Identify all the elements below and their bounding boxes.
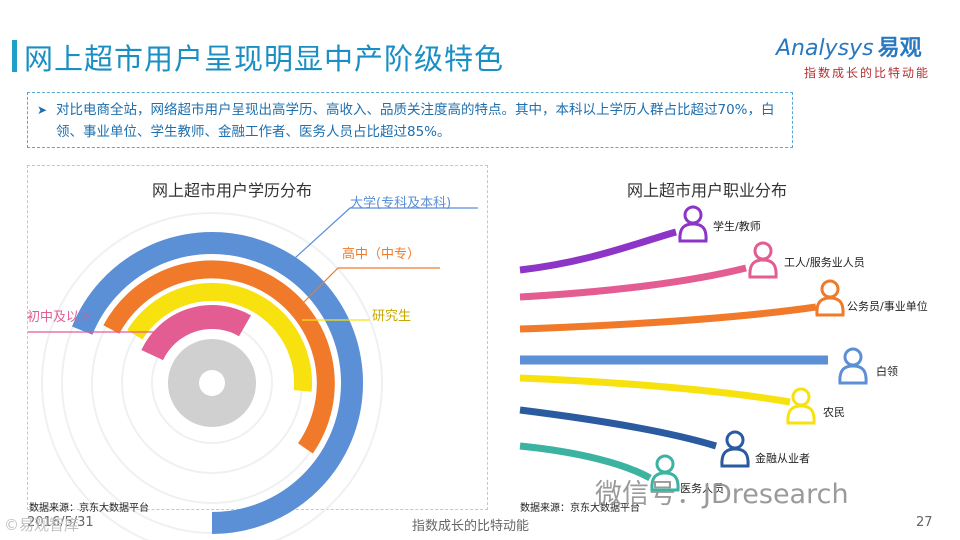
person-body-icon (650, 471, 680, 492)
edu-leader-highschool (299, 267, 440, 307)
corner-watermark: ©易观智库 (4, 516, 80, 534)
footer-slogan: 指数成长的比特动能 (412, 519, 530, 534)
job-label-worker: 工人/服务业人员 (784, 256, 865, 269)
job-line-farmer (519, 374, 791, 406)
education-chart-title: 网上超市用户学历分布 (152, 181, 313, 200)
page-number: 27 (916, 515, 933, 530)
person-head-icon (683, 205, 703, 225)
edu-label-junior: 初中及以下 (27, 310, 93, 325)
person-whitecollar-icon (838, 347, 868, 385)
logo-cn: 易观 (877, 36, 922, 61)
person-farmer-icon (786, 387, 816, 425)
logo-slogan: 指数成长的比特动能 (804, 66, 931, 80)
job-label-farmer: 农民 (823, 406, 845, 419)
occupation-chart (519, 205, 868, 492)
summary-text: 对比电商全站，网络超市用户呈现出高学历、高收入、品质关注度高的特点。其中，本科以… (56, 102, 775, 140)
edu-arc-highschool (103, 260, 335, 454)
summary-box: ➤ 对比电商全站，网络超市用户呈现出高学历、高收入、品质关注度高的特点。其中，本… (27, 92, 793, 148)
education-chart (28, 207, 478, 540)
person-body-icon (720, 447, 750, 468)
source-right: 数据来源：京东大数据平台 (520, 503, 640, 514)
edu-label-highschool: 高中（中专） (342, 247, 421, 262)
person-body-icon (678, 222, 708, 243)
edu-leader-university (283, 207, 478, 269)
edu-core-hole (199, 370, 225, 396)
person-head-icon (820, 279, 840, 299)
bullet-arrow-icon: ➤ (37, 103, 48, 117)
edu-label-graduate: 研究生 (372, 309, 412, 324)
person-medical-icon (650, 454, 680, 492)
edu-label-university: 大学(专科及本科) (350, 196, 452, 211)
person-body-icon (815, 296, 845, 317)
person-head-icon (753, 241, 773, 261)
job-label-finance: 金融从业者 (755, 452, 810, 465)
job-label-medical: 医务人员 (680, 482, 724, 495)
page-title: 网上超市用户呈现明显中产阶级特色 (24, 42, 505, 76)
job-line-worker (519, 264, 747, 301)
person-body-icon (748, 258, 778, 279)
person-student-icon (678, 205, 708, 243)
job-label-whitecollar: 白领 (876, 365, 898, 378)
job-label-student: 学生/教师 (713, 220, 761, 233)
occupation-chart-title: 网上超市用户职业分布 (627, 181, 788, 200)
edu-arc-university (72, 232, 363, 534)
job-line-student (519, 228, 677, 274)
job-line-civil (519, 303, 817, 333)
job-line-medical (519, 442, 652, 482)
person-civil-icon (815, 279, 845, 317)
person-head-icon (725, 430, 745, 450)
title-accent-bar (12, 40, 17, 72)
person-finance-icon (720, 430, 750, 468)
logo-wordmark: Analysys 易观 (776, 30, 922, 62)
edu-guide-ring (41, 212, 383, 540)
job-label-civil: 公务员/事业单位 (847, 300, 928, 313)
wechat-watermark: 微信号：JDresearch (595, 479, 849, 510)
analysys-logo: Analysys 易观 指数成长的比特动能 (776, 30, 946, 88)
edu-arc-graduate (127, 282, 313, 392)
person-head-icon (791, 387, 811, 407)
person-head-icon (655, 454, 675, 474)
logo-text: Analysys (776, 36, 874, 61)
edu-arc-junior (141, 305, 251, 361)
person-body-icon (786, 404, 816, 425)
person-body-icon (838, 364, 868, 385)
source-left: 数据来源：京东大数据平台 (29, 503, 149, 514)
job-line-finance (519, 406, 718, 450)
footer-date: 2016/5/31 (27, 515, 94, 530)
person-worker-icon (748, 241, 778, 279)
person-head-icon (843, 347, 863, 367)
